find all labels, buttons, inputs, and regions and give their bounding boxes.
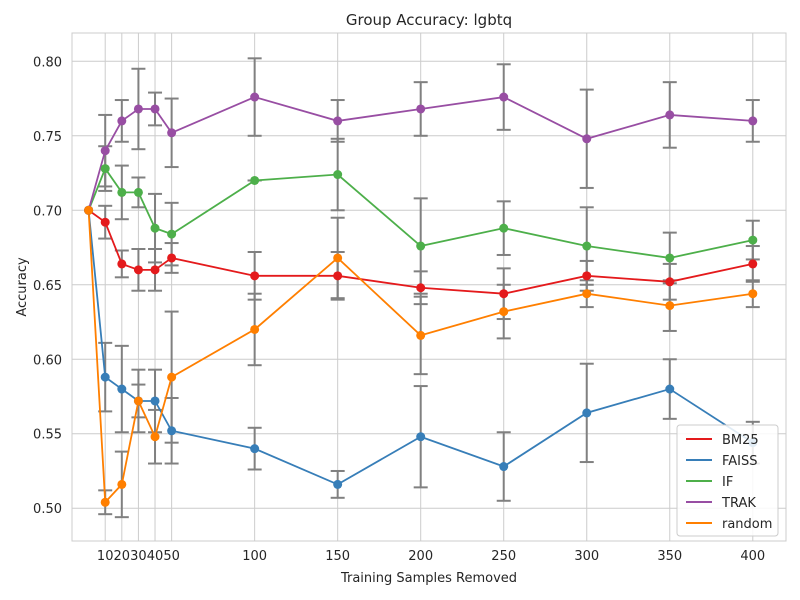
trak-data-point xyxy=(250,92,260,102)
bm25-data-point xyxy=(250,271,260,281)
x-tick-label: 40 xyxy=(147,549,164,564)
trak-data-point xyxy=(499,92,509,102)
if-data-point xyxy=(117,187,127,197)
random-data-point xyxy=(416,330,426,340)
legend-label-random: random xyxy=(722,517,772,532)
random-data-point xyxy=(250,324,260,334)
trak-data-point xyxy=(582,134,592,144)
faiss-data-point xyxy=(167,426,177,436)
legend-box xyxy=(676,424,779,537)
if-data-point xyxy=(167,229,177,239)
random-data-point xyxy=(117,479,127,489)
random-data-point xyxy=(499,307,509,317)
x-tick-label: 300 xyxy=(574,549,599,564)
legend-label-if: IF xyxy=(722,475,733,490)
random-data-point xyxy=(150,432,160,442)
faiss-data-point xyxy=(333,479,343,489)
y-tick-label: 0.75 xyxy=(33,130,62,145)
faiss-data-point xyxy=(150,396,160,406)
x-tick-label: 50 xyxy=(163,549,180,564)
chart-title: Group Accuracy: lgbtq xyxy=(346,11,512,29)
bm25-data-point xyxy=(117,259,127,269)
y-tick-label: 0.65 xyxy=(33,279,62,294)
if-data-point xyxy=(582,241,592,251)
x-tick-label: 100 xyxy=(242,549,267,564)
if-data-point xyxy=(665,253,675,263)
bm25-data-point xyxy=(100,217,110,227)
if-data-point xyxy=(499,223,509,233)
random-data-point xyxy=(167,372,177,382)
x-tick-label: 400 xyxy=(740,549,765,564)
trak-data-point xyxy=(117,116,127,126)
if-data-point xyxy=(133,187,143,197)
random-data-point xyxy=(84,205,94,215)
x-tick-label: 30 xyxy=(130,549,147,564)
x-axis-label: Training Samples Removed xyxy=(340,571,517,586)
y-tick-label: 0.55 xyxy=(33,428,62,443)
random-data-point xyxy=(665,301,675,311)
bm25-data-point xyxy=(582,271,592,281)
x-tick-label: 350 xyxy=(657,549,682,564)
faiss-data-point xyxy=(117,384,127,394)
plot-area-frame xyxy=(71,32,787,542)
if-data-point xyxy=(150,223,160,233)
random-data-point xyxy=(100,497,110,507)
x-tick-label: 150 xyxy=(325,549,350,564)
random-data-point xyxy=(133,396,143,406)
faiss-data-point xyxy=(250,444,260,454)
bm25-data-point xyxy=(133,265,143,275)
bm25-data-point xyxy=(416,283,426,293)
faiss-data-point xyxy=(582,408,592,418)
tick-label-layer: 10 20 30 40 50 100 150 200 250 300 350 400 0.50 0.55 0… xyxy=(33,55,765,564)
legend-label-faiss: FAISS xyxy=(722,454,758,469)
y-tick-label: 0.70 xyxy=(33,204,62,219)
trak-data-point xyxy=(167,128,177,138)
bm25-data-point xyxy=(499,289,509,299)
legend-label-bm25: BM25 xyxy=(722,433,759,448)
trak-data-point xyxy=(133,104,143,114)
faiss-data-point xyxy=(100,372,110,382)
bm25-data-point xyxy=(665,277,675,287)
y-tick-label: 0.80 xyxy=(33,55,62,70)
y-tick-label: 0.60 xyxy=(33,353,62,368)
bm25-data-point xyxy=(333,271,343,281)
if-data-point xyxy=(250,175,260,185)
trak-data-point xyxy=(100,146,110,156)
trak-data-point xyxy=(150,104,160,114)
if-data-point xyxy=(748,235,758,245)
x-tick-label: 250 xyxy=(491,549,516,564)
bm25-data-point xyxy=(167,253,177,263)
faiss-data-point xyxy=(416,432,426,442)
random-data-point xyxy=(582,289,592,299)
y-tick-label: 0.50 xyxy=(33,502,62,517)
random-data-point xyxy=(333,253,343,263)
if-data-point xyxy=(100,164,110,174)
legend: BM25 FAISS IF TRAK random xyxy=(676,424,779,537)
bm25-data-point xyxy=(748,259,758,269)
trak-data-point xyxy=(416,104,426,114)
if-data-point xyxy=(333,170,343,180)
y-axis-label: Accuracy xyxy=(15,257,30,317)
bm25-data-point xyxy=(150,265,160,275)
trak-data-point xyxy=(665,110,675,120)
trak-data-point xyxy=(748,116,758,126)
legend-label-trak: TRAK xyxy=(721,496,756,511)
faiss-data-point xyxy=(665,384,675,394)
if-data-point xyxy=(416,241,426,251)
faiss-data-point xyxy=(499,462,509,472)
x-tick-label: 200 xyxy=(408,549,433,564)
trak-data-point xyxy=(333,116,343,126)
x-tick-label: 10 xyxy=(97,549,114,564)
x-tick-label: 20 xyxy=(114,549,131,564)
random-data-point xyxy=(748,289,758,299)
